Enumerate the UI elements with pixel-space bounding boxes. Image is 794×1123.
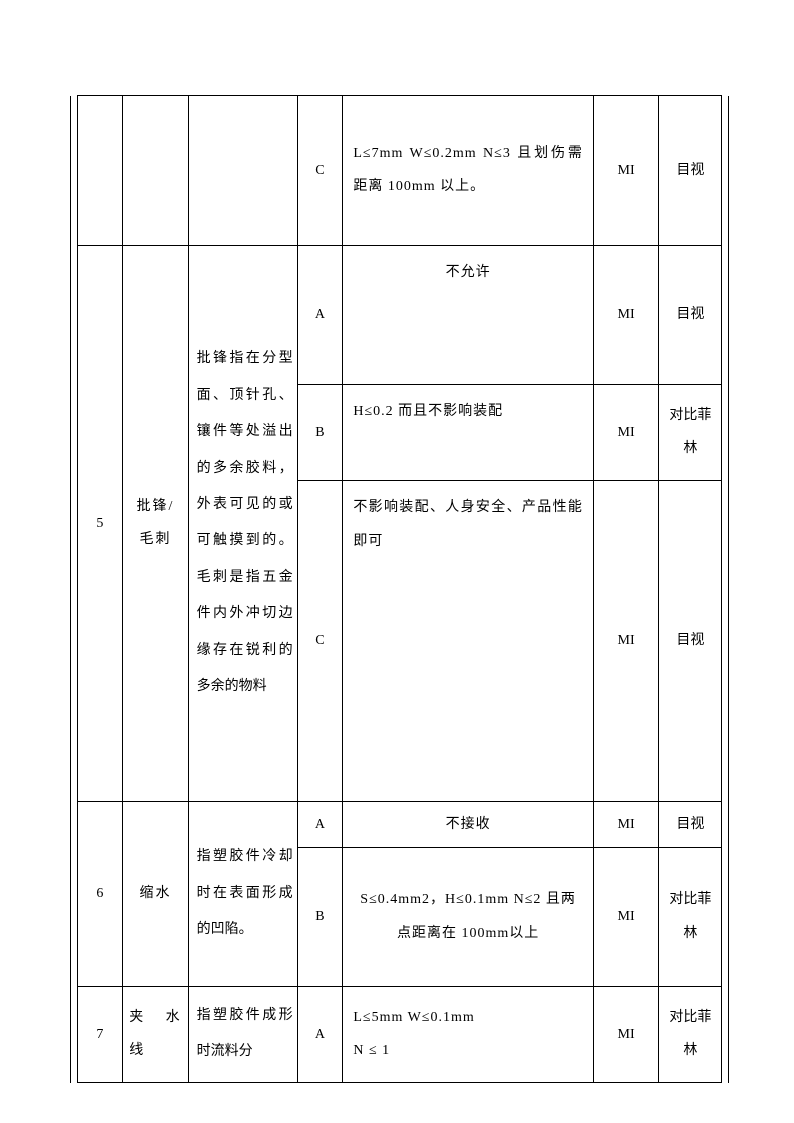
table-row: C L≤7mm W≤0.2mm N≤3 且划伤需距离 100mm 以上。 MI … — [71, 96, 729, 246]
cell-level: B — [297, 847, 343, 986]
cell-name: 缩水 — [123, 802, 188, 987]
cell-name-empty — [123, 96, 188, 246]
cell-mi: MI — [593, 802, 658, 848]
table-row: 6 缩水 指塑胶件冷却时在表面形成的凹陷。 A 不接收 MI 目视 — [71, 802, 729, 848]
cell-mi: MI — [593, 481, 658, 802]
cell-level: B — [297, 384, 343, 480]
cell-method: 对比菲林 — [659, 986, 722, 1082]
cell-mi: MI — [593, 847, 658, 986]
cell-criteria: 不接收 — [343, 802, 594, 848]
cell-num-empty — [77, 96, 123, 246]
cell-num: 5 — [77, 245, 123, 801]
cell-level: C — [297, 481, 343, 802]
cell-mi: MI — [593, 986, 658, 1082]
cell-level: A — [297, 802, 343, 848]
cell-name: 批锋/毛刺 — [123, 245, 188, 801]
cell-num: 6 — [77, 802, 123, 987]
cell-method: 目视 — [659, 245, 722, 384]
cell-method: 目视 — [659, 802, 722, 848]
outer-border-right — [722, 96, 729, 1083]
cell-level: C — [297, 96, 343, 246]
cell-method: 目视 — [659, 96, 722, 246]
cell-mi: MI — [593, 96, 658, 246]
table-row: 7 夹 水线 指塑胶件成形时流料分 A L≤5mm W≤0.1mm N ≤ 1 … — [71, 986, 729, 1082]
cell-criteria: 不影响装配、人身安全、产品性能即可 — [343, 481, 594, 802]
cell-criteria: H≤0.2 而且不影响装配 — [343, 384, 594, 480]
cell-criteria: 不允许 — [343, 245, 594, 384]
cell-mi: MI — [593, 384, 658, 480]
inspection-table: C L≤7mm W≤0.2mm N≤3 且划伤需距离 100mm 以上。 MI … — [70, 95, 729, 1083]
cell-mi: MI — [593, 245, 658, 384]
cell-desc: 指塑胶件成形时流料分 — [188, 986, 297, 1082]
cell-method: 目视 — [659, 481, 722, 802]
cell-num: 7 — [77, 986, 123, 1082]
cell-desc: 指塑胶件冷却时在表面形成的凹陷。 — [188, 802, 297, 987]
cell-method: 对比菲林 — [659, 847, 722, 986]
cell-desc: 批锋指在分型面、顶针孔、镶件等处溢出的多余胶料，外表可见的或可触摸到的。 毛刺是… — [188, 245, 297, 801]
cell-name: 夹 水线 — [123, 986, 188, 1082]
inspection-table-container: C L≤7mm W≤0.2mm N≤3 且划伤需距离 100mm 以上。 MI … — [70, 95, 729, 1083]
cell-criteria: L≤5mm W≤0.1mm N ≤ 1 — [343, 986, 594, 1082]
cell-criteria: L≤7mm W≤0.2mm N≤3 且划伤需距离 100mm 以上。 — [343, 96, 594, 246]
table-row: 5 批锋/毛刺 批锋指在分型面、顶针孔、镶件等处溢出的多余胶料，外表可见的或可触… — [71, 245, 729, 384]
cell-criteria: S≤0.4mm2，H≤0.1mm N≤2 且两点距离在 100mm以上 — [343, 847, 594, 986]
cell-level: A — [297, 986, 343, 1082]
cell-desc-empty — [188, 96, 297, 246]
cell-method: 对比菲林 — [659, 384, 722, 480]
cell-level: A — [297, 245, 343, 384]
